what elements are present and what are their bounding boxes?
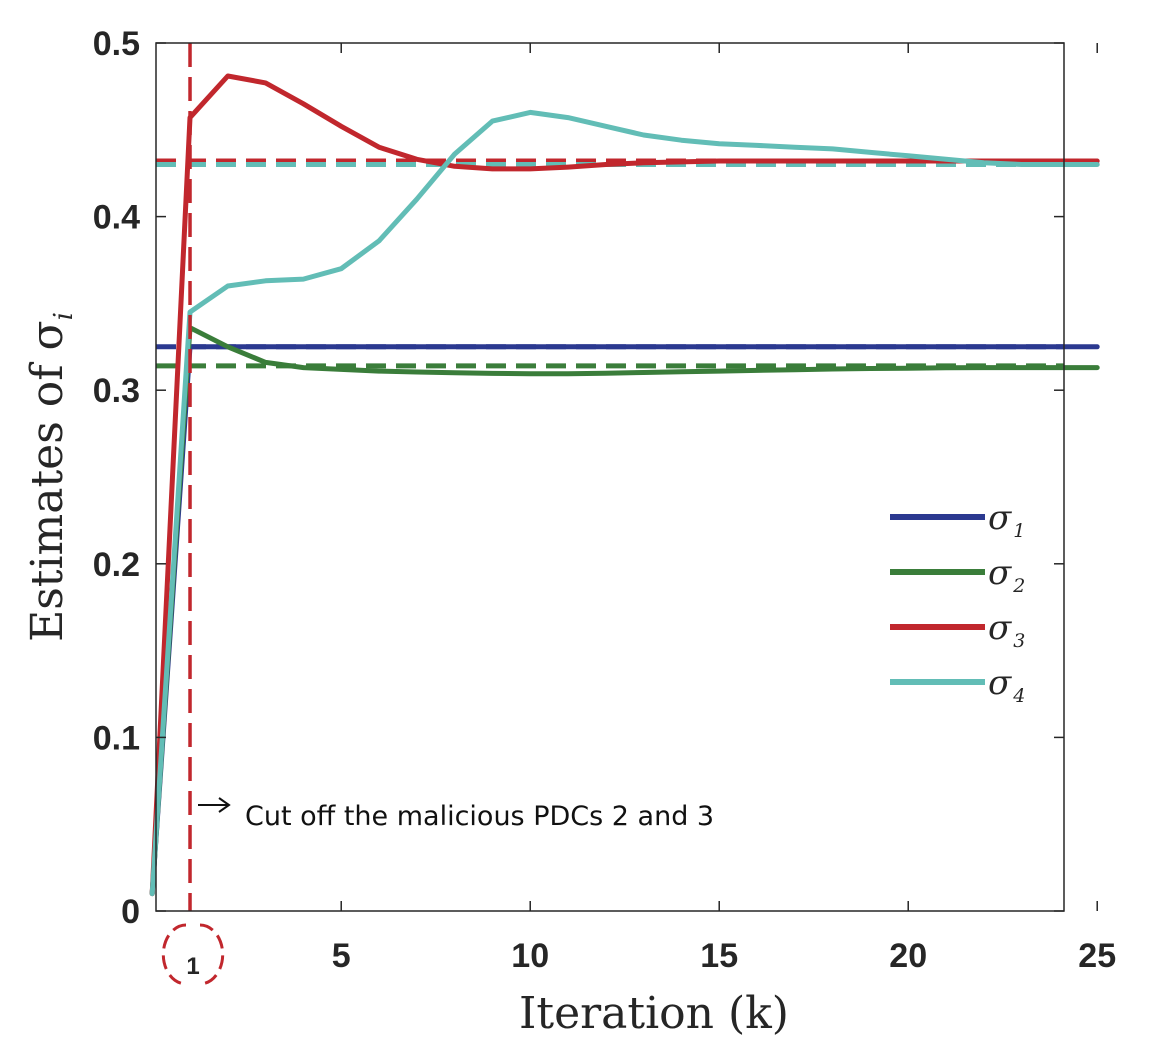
marker-number: 1 <box>186 953 199 980</box>
annotation-text: Cut off the malicious PDCs 2 and 3 <box>245 801 714 832</box>
y-tick-label: 0.2 <box>93 546 140 584</box>
annotation-arrow-head <box>218 797 231 813</box>
annotation: Cut off the malicious PDCs 2 and 3 <box>198 797 714 832</box>
series-line-4 <box>149 109 1100 897</box>
plot-frame <box>155 42 1065 912</box>
series-line-3 <box>149 73 1100 897</box>
marker-ellipse-left-arc <box>161 923 187 986</box>
marker-ellipse-right-arc <box>199 923 225 986</box>
y-tick-label: 0.4 <box>93 199 140 237</box>
plot-layer <box>149 43 1100 911</box>
x-tick-label: 5 <box>332 937 351 975</box>
x-tick-label: 15 <box>700 937 738 975</box>
y-tick-label: 0.5 <box>93 25 140 63</box>
y-axis-label-subscript: i <box>49 312 79 320</box>
x-tick-label: 10 <box>511 937 549 975</box>
x-tick-label: 25 <box>1078 937 1116 975</box>
y-axis-label-main: Estimates of σ <box>22 320 73 642</box>
legend: σ 1 σ 2 σ 3 σ 4 <box>890 498 1025 707</box>
series-line-1 <box>149 344 1100 897</box>
ticks-layer: 5 10 15 20 25 0 0.1 0.2 0.3 0.4 0.5 <box>93 25 1116 975</box>
y-axis-label: Estimates of σi <box>22 312 79 642</box>
y-tick-label: 0 <box>121 893 140 931</box>
y-tick-label: 0.3 <box>93 372 140 410</box>
x-axis-label: Iteration (k) <box>519 988 789 1039</box>
iteration-marker: 1 <box>161 923 225 986</box>
y-tick-label: 0.1 <box>93 719 140 757</box>
series-line-2 <box>149 325 1100 897</box>
x-tick-label: 20 <box>889 937 927 975</box>
